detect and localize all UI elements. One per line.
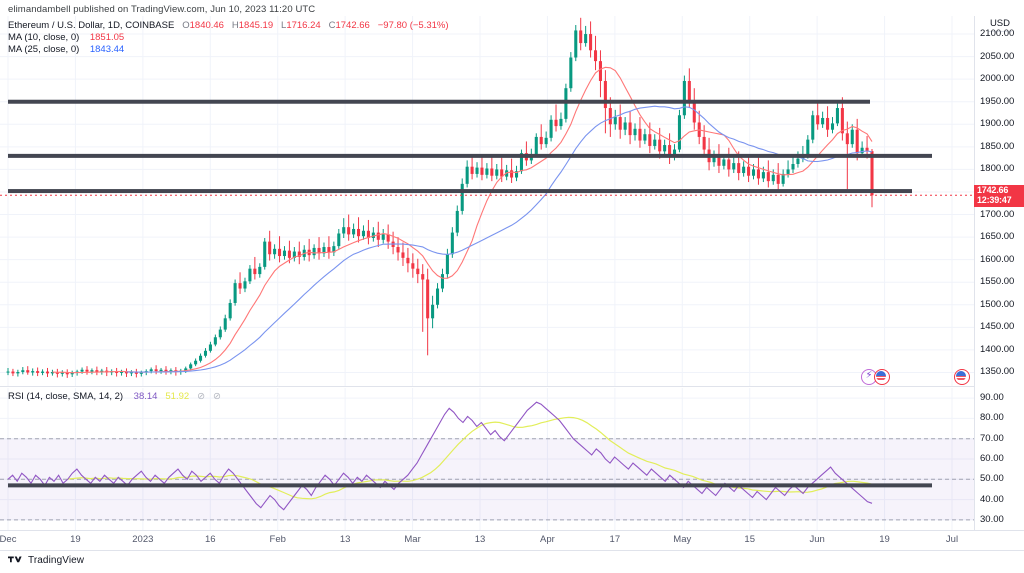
price-axis-tick: 1400.00: [980, 343, 1015, 355]
price-legend: Ethereum / U.S. Dollar, 1D, COINBASE O18…: [8, 20, 449, 56]
rsi-axis-tick: 60.00: [980, 453, 1004, 464]
change-value: −97.80 (−5.31%): [377, 20, 449, 31]
high-value: 1845.19: [238, 20, 274, 31]
high-key: H: [231, 20, 239, 31]
rsi-legend: RSI (14, close, SMA, 14, 2) 38.14 51.92 …: [8, 391, 221, 403]
axis-unit-label: USD: [987, 18, 1013, 32]
hide-icon[interactable]: ⊘: [212, 391, 221, 402]
rsi-chart-canvas[interactable]: [0, 388, 974, 530]
current-price-time: 12:39:47: [977, 194, 1012, 205]
time-axis-tick: Mar: [404, 534, 421, 545]
price-axis-tick: 1600.00: [980, 253, 1015, 265]
price-axis[interactable]: USD 2100.00 2050.00 2000.00 1950.00 1900.00 1…: [974, 16, 1024, 530]
tradingview-logo[interactable]: TradingView: [8, 555, 84, 566]
ma10-value: 1851.05: [89, 32, 125, 43]
close-key: C: [328, 20, 336, 31]
time-axis-tick: 13: [339, 534, 351, 545]
attribution-text: elimandambell published on TradingView.c…: [8, 4, 316, 15]
ma10-row[interactable]: MA (10, close, 0) 1851.05: [8, 32, 449, 44]
time-axis-tick: Apr: [540, 534, 555, 545]
price-axis-tick: 1550.00: [980, 276, 1015, 288]
price-axis-tick: 1850.00: [980, 140, 1015, 152]
time-axis-tick: Feb: [269, 534, 286, 545]
current-price-badge[interactable]: 1742.66 12:39:47: [974, 185, 1024, 207]
price-chart-canvas[interactable]: [0, 16, 974, 386]
current-price-value: 1742.66: [977, 185, 1009, 196]
time-axis-tick: 13: [474, 534, 486, 545]
rsi-label: RSI (14, close, SMA, 14, 2): [8, 391, 124, 402]
time-axis-tick: May: [673, 534, 692, 545]
time-axis-tick: Jun: [809, 534, 825, 545]
ma25-row[interactable]: MA (25, close, 0) 1843.44: [8, 44, 449, 56]
footer: TradingView: [0, 550, 1024, 573]
price-axis-tick: 2050.00: [980, 50, 1015, 62]
rsi-axis-tick: 70.00: [980, 432, 1004, 444]
us-flag-badge-icon-2[interactable]: [954, 369, 970, 385]
rsi-axis-tick: 80.00: [980, 412, 1004, 424]
open-value: 1840.46: [189, 20, 224, 31]
ma25-value: 1843.44: [89, 44, 125, 55]
time-axis[interactable]: Dec 19 2023 16 Feb 13 Mar 13 Apr 17 May 15 Jun 19 Jul: [0, 530, 1024, 550]
symbol-ohlc-row: Ethereum / U.S. Dollar, 1D, COINBASE O18…: [8, 20, 449, 32]
price-axis-tick: 1900.00: [980, 118, 1015, 130]
price-axis-tick: 1800.00: [980, 163, 1015, 175]
time-axis-tick: 15: [744, 534, 755, 545]
us-flag-badge-icon[interactable]: [874, 369, 890, 385]
settings-icon[interactable]: ⊘: [197, 391, 206, 402]
time-axis-tick: 2023: [132, 534, 154, 545]
symbol-label[interactable]: Ethereum / U.S. Dollar, 1D, COINBASE: [8, 20, 175, 31]
ma10-label: MA (10, close, 0): [8, 32, 80, 43]
tradingview-mark-icon: [8, 556, 22, 563]
pane-separator[interactable]: [0, 386, 974, 387]
rsi-axis-tick: 30.00: [980, 513, 1004, 525]
rsi-pane[interactable]: [0, 388, 974, 530]
low-value: 1716.24: [286, 20, 321, 31]
axis-divider: [974, 16, 975, 530]
rsi-value: 38.14: [133, 391, 158, 402]
rsi-sma-value: 51.92: [165, 391, 190, 402]
price-axis-tick: 2100.00: [980, 28, 1015, 40]
price-axis-tick: 1650.00: [980, 231, 1015, 243]
rsi-legend-row[interactable]: RSI (14, close, SMA, 14, 2) 38.14 51.92 …: [8, 391, 221, 403]
time-axis-tick: Jul: [945, 534, 959, 545]
low-key: L: [281, 20, 287, 31]
ma25-label: MA (25, close, 0): [8, 44, 80, 55]
price-axis-tick: 1500.00: [980, 298, 1015, 310]
close-value: 1742.66: [335, 20, 370, 31]
price-pane[interactable]: [0, 16, 974, 386]
time-axis-tick: 19: [879, 534, 890, 545]
time-axis-tick: Dec: [0, 534, 17, 545]
time-axis-tick: 16: [204, 534, 216, 545]
rsi-axis-tick: 90.00: [980, 392, 1004, 404]
price-axis-tick: 1700.00: [980, 208, 1015, 220]
rsi-axis-tick: 40.00: [980, 493, 1004, 505]
price-axis-tick: 1950.00: [980, 95, 1015, 107]
time-axis-tick: 17: [609, 534, 621, 545]
price-axis-tick: 1350.00: [980, 366, 1015, 378]
price-axis-tick: 2000.00: [980, 73, 1015, 85]
open-key: O: [182, 20, 190, 31]
time-axis-tick: 19: [70, 534, 81, 545]
tradingview-brand-name: TradingView: [28, 555, 85, 566]
price-axis-tick: 1450.00: [980, 321, 1015, 333]
rsi-axis-tick: 50.00: [980, 473, 1004, 485]
